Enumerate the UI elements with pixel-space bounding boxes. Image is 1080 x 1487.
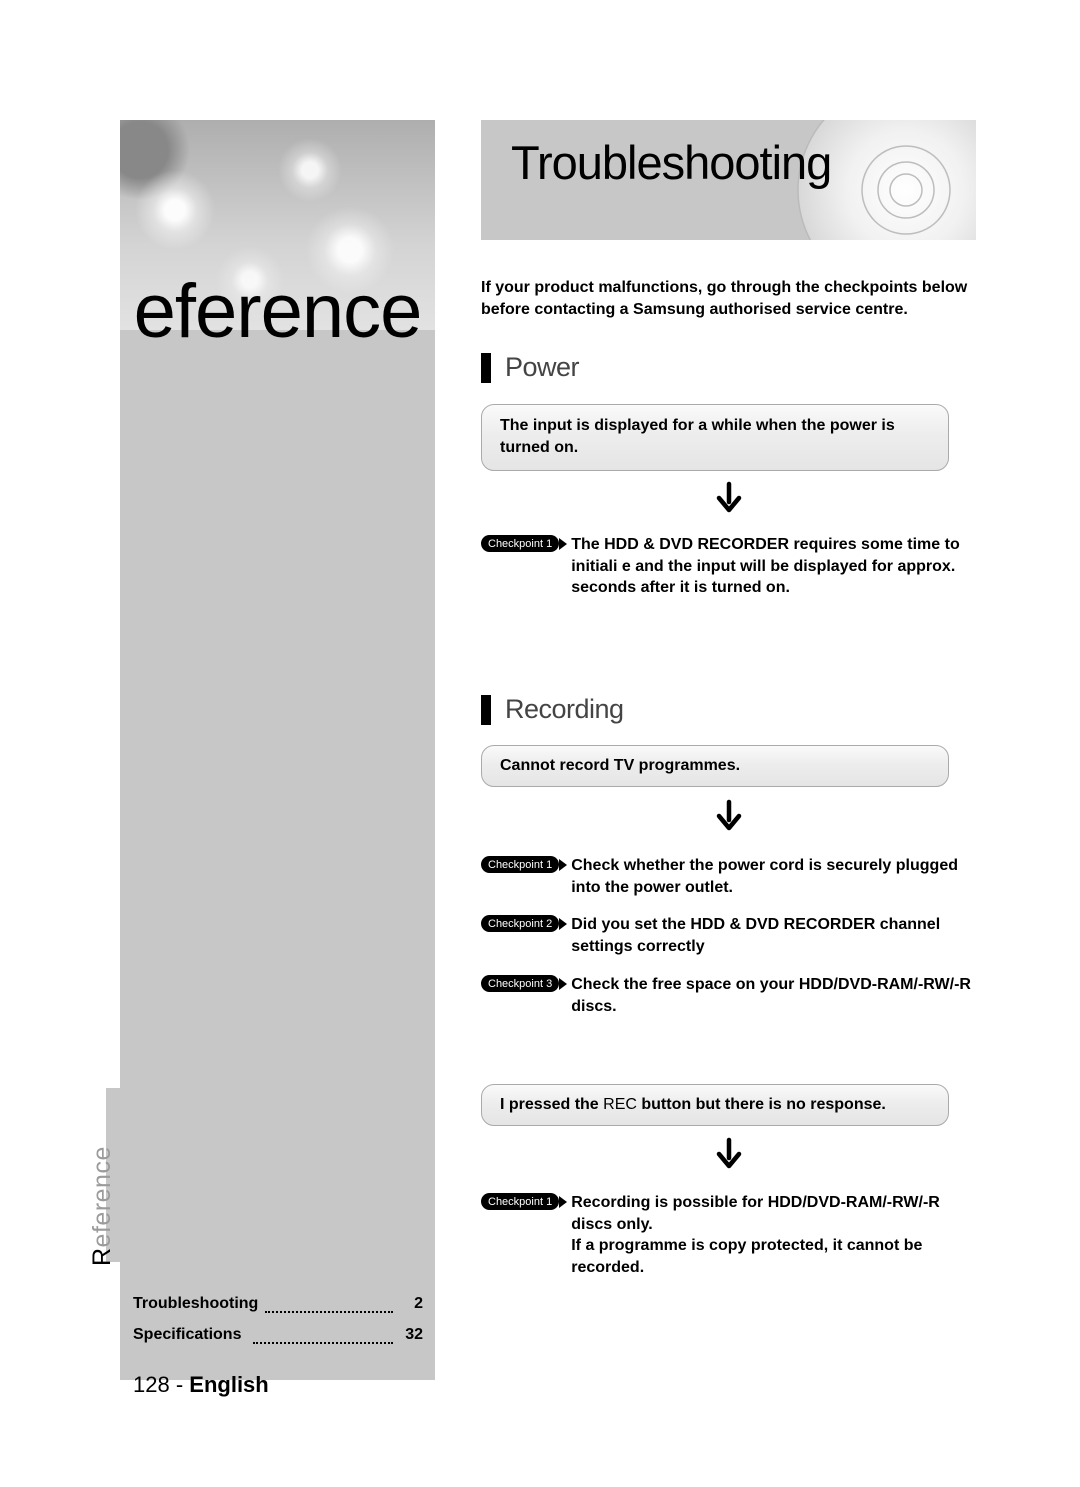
page-number: 128 - English — [133, 1372, 269, 1398]
toc-row: Specifications 32 — [133, 1326, 423, 1344]
checkpoint-row: Checkpoint 2 Did you set the HDD & DVD R… — [481, 914, 976, 957]
toc-dots — [265, 1299, 393, 1313]
side-tab-cap: R — [88, 1247, 116, 1266]
problem-text: Cannot record TV programmes. — [500, 757, 740, 774]
checkpoint-pill: Checkpoint 3 — [481, 975, 559, 992]
arrow-down-icon — [481, 798, 976, 834]
toc-page: 32 — [405, 1326, 423, 1344]
heading-power: Power — [481, 352, 976, 383]
problem-box: Cannot record TV programmes. — [481, 745, 949, 787]
toc-row: Troubleshooting 2 — [133, 1295, 423, 1313]
problem-box: The input is displayed for a while when … — [481, 404, 949, 471]
problem-recording-1: Cannot record TV programmes. — [481, 745, 976, 787]
side-tab-rest: eference — [88, 1146, 116, 1247]
checkpoint-pill: Checkpoint 1 — [481, 535, 559, 552]
page-number-value: 128 - — [133, 1372, 183, 1397]
checkpoint-pill: Checkpoint 1 — [481, 1193, 559, 1210]
arrow-down-icon — [481, 480, 976, 516]
problem-text-post: button but there is no response. — [637, 1096, 886, 1113]
toc-dots — [253, 1330, 393, 1344]
checkpoint-row: Checkpoint 1 Recording is possible for H… — [481, 1192, 976, 1278]
manual-page: eference Reference Troubleshooting 2 Spe… — [0, 0, 1080, 1487]
checkpoint-pill: Checkpoint 1 — [481, 856, 559, 873]
heading-text: Recording — [505, 694, 624, 725]
problem-text-btn: REC — [603, 1096, 637, 1113]
toc: Troubleshooting 2 — [133, 1295, 433, 1313]
toc-label: Troubleshooting — [133, 1295, 258, 1313]
heading-text: Power — [505, 352, 579, 383]
checkpoint-row: Checkpoint 1 Check whether the power cor… — [481, 855, 976, 898]
intro-text: If your product malfunctions, go through… — [481, 277, 976, 320]
problem-recording-2: I pressed the REC button but there is no… — [481, 1084, 976, 1126]
toc-label: Specifications — [133, 1326, 241, 1344]
checkpoint-text: Check whether the power cord is securely… — [571, 855, 976, 898]
toc-page: 2 — [414, 1295, 423, 1313]
heading-bar-icon — [481, 695, 491, 725]
page-language: English — [189, 1372, 268, 1397]
heading-recording: Recording — [481, 694, 976, 725]
toc: Specifications 32 — [133, 1326, 433, 1344]
left-panel: eference — [120, 120, 435, 1380]
side-tab-text: Reference — [88, 1146, 117, 1266]
heading-bar-icon — [481, 353, 491, 383]
problem-power: The input is displayed for a while when … — [481, 404, 976, 471]
checkpoint-pill: Checkpoint 2 — [481, 915, 559, 932]
checkpoint-row: Checkpoint 3 Check the free space on you… — [481, 974, 976, 1017]
checkpoint-text: Did you set the HDD & DVD RECORDER chann… — [571, 914, 976, 957]
banner-title: Troubleshooting — [511, 135, 831, 190]
left-hero-title: eference — [120, 268, 435, 355]
problem-text-pre: I pressed the — [500, 1096, 603, 1113]
checkpoint-row: Checkpoint 1 The HDD & DVD RECORDER requ… — [481, 534, 976, 599]
problem-box: I pressed the REC button but there is no… — [481, 1084, 949, 1126]
problem-text: The input is displayed for a while when … — [500, 417, 895, 456]
arrow-down-icon — [481, 1136, 976, 1172]
checkpoint-text: Recording is possible for HDD/DVD-RAM/-R… — [571, 1192, 976, 1278]
checkpoint-text: The HDD & DVD RECORDER requires some tim… — [571, 534, 976, 599]
checkpoint-text: Check the free space on your HDD/DVD-RAM… — [571, 974, 976, 1017]
section-banner: Troubleshooting — [481, 120, 976, 240]
